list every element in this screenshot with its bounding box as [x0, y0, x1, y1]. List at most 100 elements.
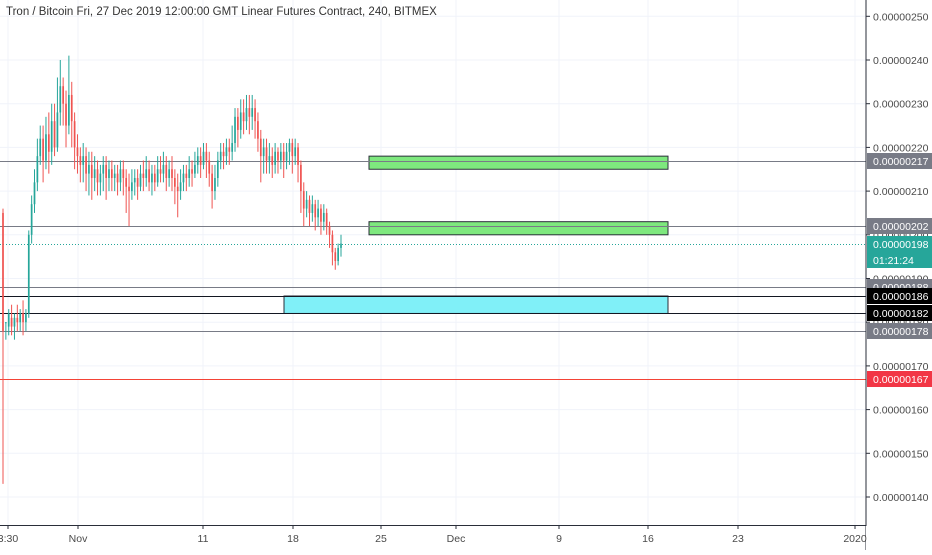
candle-up: [274, 143, 276, 174]
price-tick-label: 0.00000210: [873, 186, 929, 198]
last-price-label: 0.00000198: [867, 236, 932, 252]
candle-down: [70, 81, 73, 148]
candle-up: [216, 151, 219, 187]
candle-down: [128, 173, 130, 227]
candle-body: [325, 212, 328, 227]
candle-body: [225, 147, 228, 157]
candle-body: [113, 173, 116, 178]
candle-body: [2, 212, 4, 331]
candle-up: [33, 169, 36, 213]
candle-up: [279, 143, 282, 170]
candle-down: [302, 182, 305, 227]
candle-body: [259, 138, 262, 157]
candle-up: [239, 99, 242, 139]
candle-body: [285, 151, 288, 161]
candle-down: [105, 156, 107, 200]
candle-body: [222, 151, 225, 157]
candle-body: [268, 156, 271, 161]
candle-body: [302, 191, 305, 209]
candle-body: [7, 313, 10, 327]
candle-up: [340, 234, 342, 257]
candle-down: [85, 147, 87, 192]
candle-body: [88, 164, 90, 174]
candle-down: [176, 173, 179, 218]
candle-up: [194, 151, 196, 178]
candle-up: [93, 156, 96, 192]
candle-down: [42, 125, 44, 183]
candle-up: [133, 169, 136, 196]
candle-body: [322, 212, 325, 222]
candle-down: [265, 138, 268, 174]
candle-body: [251, 108, 254, 117]
candle-up: [156, 156, 159, 187]
candle-body: [228, 147, 231, 152]
candle-body: [274, 151, 276, 165]
candle-down: [300, 160, 302, 213]
price-labels: 0.000002170.000002020.000001880.00000186…: [867, 153, 932, 387]
candle-up: [119, 160, 122, 192]
candle-body: [277, 151, 279, 161]
candle-body: [179, 182, 182, 192]
candle-down: [199, 147, 202, 178]
candle-up: [337, 243, 339, 266]
candle-down: [334, 247, 337, 270]
candle-up: [179, 169, 182, 200]
candle-body: [62, 86, 65, 104]
candle-up: [322, 204, 325, 231]
candle-down: [65, 90, 67, 148]
candle-body: [39, 138, 42, 157]
time-axis[interactable]: 3:30 Nov 11 18 25 Dec 9 16 23 2020: [0, 525, 867, 545]
candle-down: [62, 77, 65, 126]
candle-up: [305, 191, 308, 218]
countdown-label-bg: [867, 252, 932, 268]
green-zone-lower[interactable]: [368, 221, 669, 236]
candle-body: [148, 169, 150, 183]
cyan-zone[interactable]: [283, 295, 669, 314]
candle-body: [305, 199, 308, 209]
candle-up: [214, 164, 216, 200]
price-label-0.00000167-text: 0.00000167: [873, 374, 929, 386]
candle-body: [59, 86, 62, 113]
green-zone-upper[interactable]: [368, 155, 669, 170]
candle-body: [239, 112, 242, 130]
candle-body: [119, 169, 122, 183]
candle-body: [76, 147, 79, 157]
candle-body: [85, 156, 87, 174]
price-label-0.00000178: 0.00000178: [867, 323, 932, 339]
candle-body: [257, 121, 259, 139]
price-tick-label: 0.00000140: [873, 492, 929, 504]
candle-body: [25, 313, 27, 323]
candle-down: [248, 94, 251, 135]
candle-down: [277, 147, 279, 174]
candle-body: [99, 173, 102, 183]
candle-down: [185, 164, 188, 192]
horizontal-lines[interactable]: [0, 161, 866, 380]
candle-body: [47, 134, 50, 152]
candle-body: [70, 94, 73, 122]
candle-body: [320, 208, 322, 222]
candle-body: [82, 156, 85, 165]
candle-up: [145, 156, 148, 187]
candle-body: [265, 147, 268, 161]
candle-body: [131, 182, 133, 192]
candle-body: [300, 164, 302, 192]
price-label-0.00000167: 0.00000167: [867, 371, 932, 387]
candle-body: [199, 156, 202, 165]
price-label-0.00000186-text: 0.00000186: [873, 291, 929, 303]
candle-down: [254, 99, 256, 139]
candle-down: [271, 147, 274, 178]
candle-down: [282, 143, 285, 178]
candle-body: [93, 169, 96, 178]
price-tick-label: 0.00000230: [873, 99, 929, 111]
zones[interactable]: [283, 155, 669, 314]
candle-body: [13, 317, 16, 327]
price-label-0.00000182-bg: [867, 305, 932, 321]
price-tick-label: 0.00000240: [873, 55, 929, 67]
candle-up: [268, 143, 271, 174]
candle-up: [196, 147, 199, 174]
price-tick-label: 0.00000220: [873, 142, 929, 154]
candle-body: [214, 177, 216, 192]
candle-down: [47, 112, 50, 174]
